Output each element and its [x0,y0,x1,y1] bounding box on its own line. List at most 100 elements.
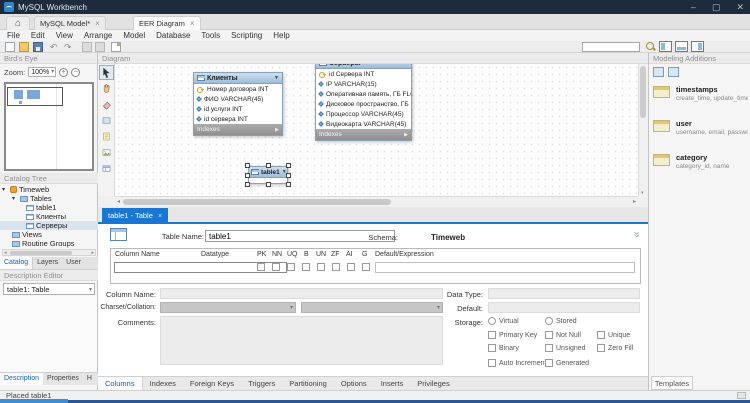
column-row[interactable]: Номер договора INT [194,84,282,94]
tab-eer-diagram[interactable]: EER Diagram × [133,16,201,30]
tab-close-icon[interactable]: × [95,19,100,28]
primary-key-checkbox[interactable] [488,331,496,339]
collapse-arrow-icon[interactable]: ▼ [281,169,287,175]
column-row[interactable]: IP VARCHAR(15) [316,79,411,89]
search-input[interactable] [582,42,640,52]
table-tool-icon[interactable] [99,161,114,176]
description-object-dropdown[interactable]: table1: Table [3,283,95,296]
indexes-footer[interactable]: Indexes ▶ [194,124,282,135]
resize-grip-icon[interactable] [737,392,746,399]
tree-item-klienty[interactable]: Клиенты [0,212,98,221]
stored-option[interactable]: Stored [545,317,577,325]
table-header[interactable]: Серверы ▼ [316,64,411,69]
generated-option[interactable]: Generated [545,359,589,367]
tab-inserts[interactable]: Inserts [380,379,404,388]
selection-handle[interactable] [266,163,271,168]
tab-layers[interactable]: Layers [37,259,59,266]
not-null-checkbox[interactable] [545,331,553,339]
diagram-table1-node[interactable]: table1 ▼ [245,163,291,187]
table-name-input[interactable] [205,230,395,242]
addition-item-category[interactable]: category category_id, name [649,151,750,180]
eraser-tool-icon[interactable] [99,97,114,112]
new-column-name-input[interactable] [114,262,287,273]
tab-privileges[interactable]: Privileges [417,379,450,388]
tab-columns[interactable]: Columns [98,377,143,390]
birdseye-preview[interactable] [4,82,94,171]
toggle-left-panel-icon[interactable] [659,41,672,52]
not-null-option[interactable]: Not Null [545,331,581,339]
menu-model[interactable]: Model [123,31,146,40]
description-edit-area[interactable] [0,296,97,372]
add-object-icon[interactable] [653,67,664,77]
new-page-icon[interactable] [111,42,121,52]
tree-item-table1[interactable]: table1 [0,203,98,212]
binary-option[interactable]: Binary [488,344,519,352]
diagram-canvas[interactable]: Клиенты ▼ Номер договора INT ФИО VARCHAR… [115,64,638,196]
undo-icon[interactable]: ↶ [50,42,58,52]
selection-handle[interactable] [286,182,291,187]
tab-foreign-keys[interactable]: Foreign Keys [189,379,235,388]
tab-user-types[interactable]: User Types [66,259,85,278]
selection-handle[interactable] [245,182,250,187]
virtual-option[interactable]: Virtual [488,317,519,325]
unique-checkbox[interactable] [597,331,605,339]
addition-item-user[interactable]: user username, email, passwor... [649,117,750,146]
column-row[interactable]: ФИО VARCHAR(45) [194,94,282,104]
column-row[interactable]: id сервера INT [194,114,282,124]
un-checkbox[interactable] [317,263,325,271]
scrollbar-thumb[interactable] [10,251,72,255]
unique-option[interactable]: Unique [597,331,630,339]
scrollbar-thumb[interactable] [123,199,391,205]
tree-item-routine-groups[interactable]: Routine Groups [0,239,98,248]
menu-arrange[interactable]: Arrange [83,31,113,40]
tab-options[interactable]: Options [340,379,367,388]
tab-table1-editor[interactable]: table1 - Table × [102,208,169,222]
hand-tool-icon[interactable] [99,81,114,96]
tree-item-servery[interactable]: Серверы [0,221,98,230]
menu-file[interactable]: File [7,31,20,40]
selection-handle[interactable] [245,173,250,178]
tab-properties[interactable]: Properties [47,375,79,382]
diagram-table-servery[interactable]: Серверы ▼ id Сервера INT IP VARCHAR(15) … [315,64,412,141]
stored-radio[interactable] [545,317,553,325]
tab-indexes[interactable]: Indexes [149,379,176,388]
g-checkbox[interactable] [362,263,370,271]
layer-tool-icon[interactable] [99,113,114,128]
selection-handle[interactable] [286,163,291,168]
menu-edit[interactable]: Edit [30,31,45,40]
unsigned-option[interactable]: Unsigned [545,344,586,352]
default-expression-input[interactable] [375,262,635,273]
tab-close-icon[interactable]: × [189,19,195,28]
tree-item-views[interactable]: Views [0,230,98,239]
expand-arrow-icon[interactable]: ▶ [404,131,408,138]
search-icon[interactable] [646,42,654,50]
scroll-down-icon[interactable]: ▾ [641,190,644,196]
close-button[interactable]: ✕ [736,2,744,12]
primary-key-option[interactable]: Primary Key [488,331,537,339]
redo-icon[interactable]: ↷ [64,42,72,52]
column-row[interactable]: Дисковое пространство, ГБ FLOAT [316,99,411,109]
selection-handle[interactable] [286,173,291,178]
maximize-button[interactable]: ▢ [711,2,721,12]
scroll-right-icon[interactable]: ▸ [632,199,636,205]
pointer-tool-icon[interactable] [99,65,114,80]
zoom-out-icon[interactable]: − [71,67,81,77]
column-row[interactable]: Процессор VARCHAR(45) [316,109,411,119]
canvas-horizontal-scrollbar[interactable]: ◂ ▸ [115,196,638,206]
image-tool-icon[interactable] [99,145,114,160]
scrollbar-thumb[interactable] [640,66,646,118]
menu-view[interactable]: View [55,31,73,40]
minimize-button[interactable]: – [690,2,696,12]
zoom-value-dropdown[interactable]: 100% [28,67,57,77]
menu-scripting[interactable]: Scripting [231,31,263,40]
virtual-radio[interactable] [488,317,496,325]
new-document-icon[interactable] [5,42,15,52]
note-tool-icon[interactable] [99,129,114,144]
table-header[interactable]: table1 ▼ [249,167,287,178]
unsigned-checkbox[interactable] [545,344,553,352]
toggle-bottom-panel-icon[interactable] [675,41,688,52]
uq-checkbox[interactable] [287,263,295,271]
tab-description[interactable]: Description [0,373,44,385]
selection-handle[interactable] [245,163,250,168]
column-row[interactable]: Оперативная память, ГБ FLOAT [316,89,411,99]
